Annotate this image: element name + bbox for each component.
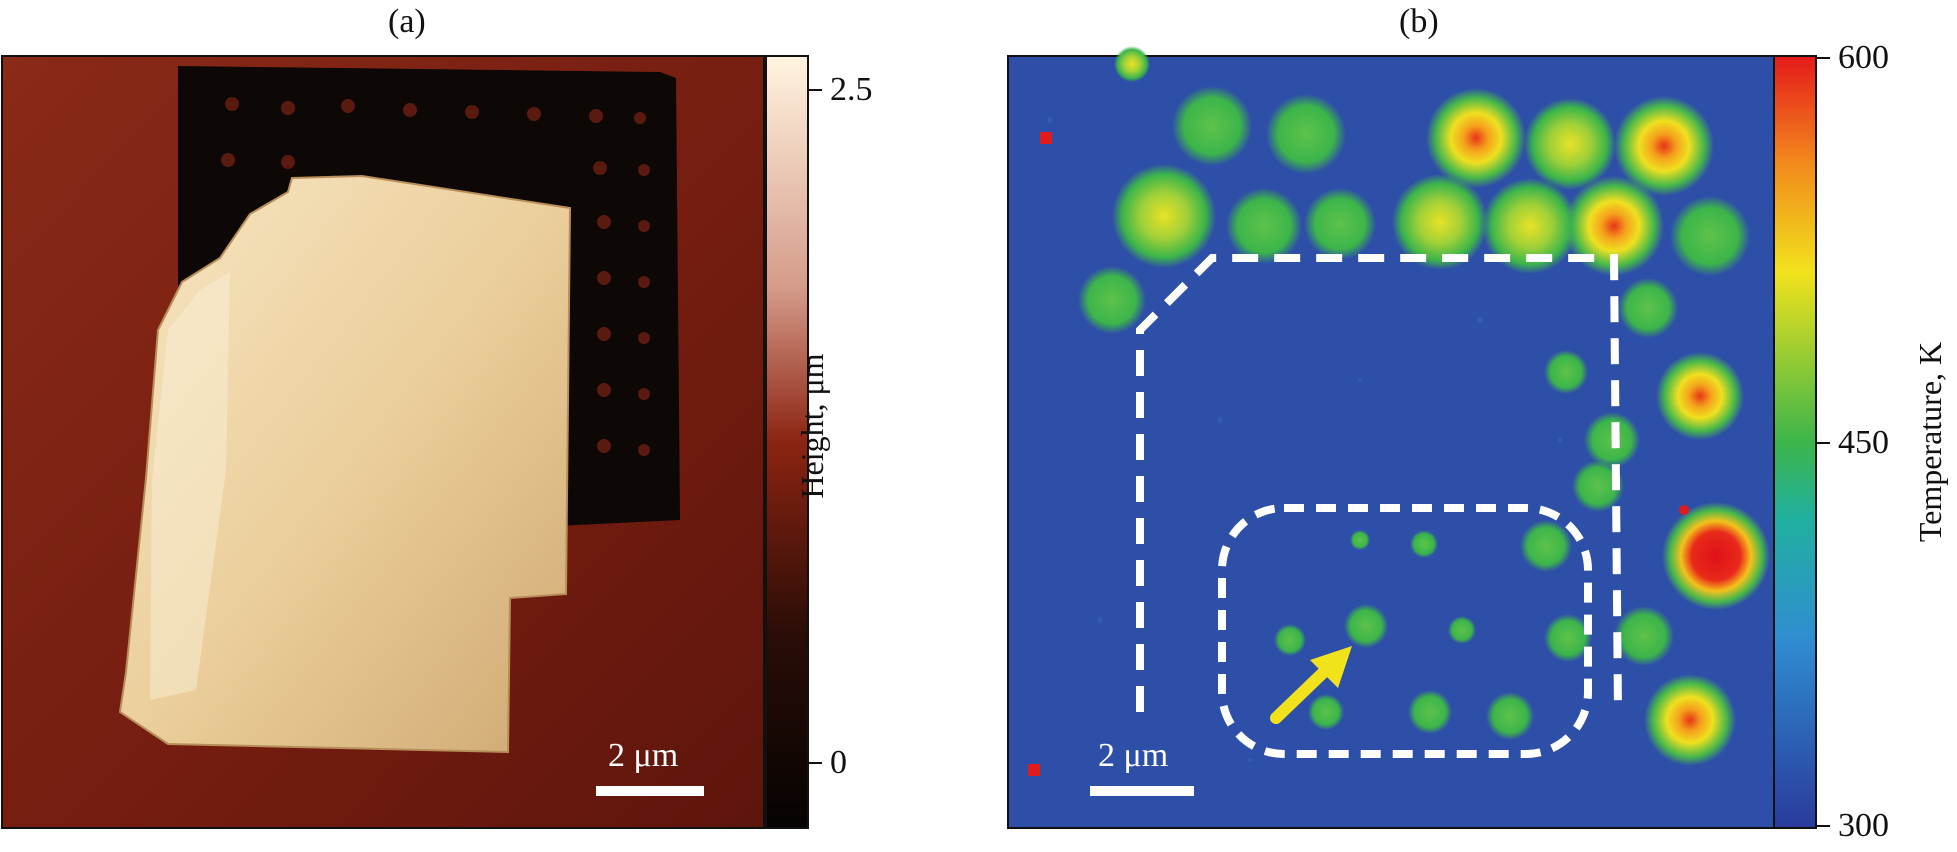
yellow-arrow-icon xyxy=(1270,646,1352,724)
panel-b-label: (b) xyxy=(1399,3,1439,40)
temp-tick-600: 600 xyxy=(1838,39,1889,76)
height-tick-min: 0 xyxy=(830,744,847,781)
afm-flake xyxy=(118,174,572,754)
outer-dashed-frame xyxy=(1136,254,1622,713)
pit-dots xyxy=(221,97,650,456)
panel-b-image xyxy=(1007,46,1775,829)
panel-b-scale-text: 2 μm xyxy=(1098,737,1169,774)
panel-a-label: (a) xyxy=(388,3,426,40)
temperature-colorbar-title: Temperature, K xyxy=(1912,341,1948,543)
panel-a-image xyxy=(1,55,765,829)
height-colorbar xyxy=(765,55,809,829)
panel-a-scale-text: 2 μm xyxy=(608,737,679,774)
temp-tick-450: 450 xyxy=(1838,424,1889,461)
temperature-colorbar xyxy=(1773,55,1817,829)
temp-tick-300: 300 xyxy=(1838,807,1889,844)
thermal-hot-spots xyxy=(1028,46,1770,776)
height-tick-max: 2.5 xyxy=(830,71,873,108)
height-colorbar-title: Height, μm xyxy=(794,353,830,499)
inner-dashed-frame xyxy=(1218,504,1592,758)
panel-a-scale-bar xyxy=(596,786,704,796)
panel-b-scale-bar xyxy=(1090,786,1194,796)
